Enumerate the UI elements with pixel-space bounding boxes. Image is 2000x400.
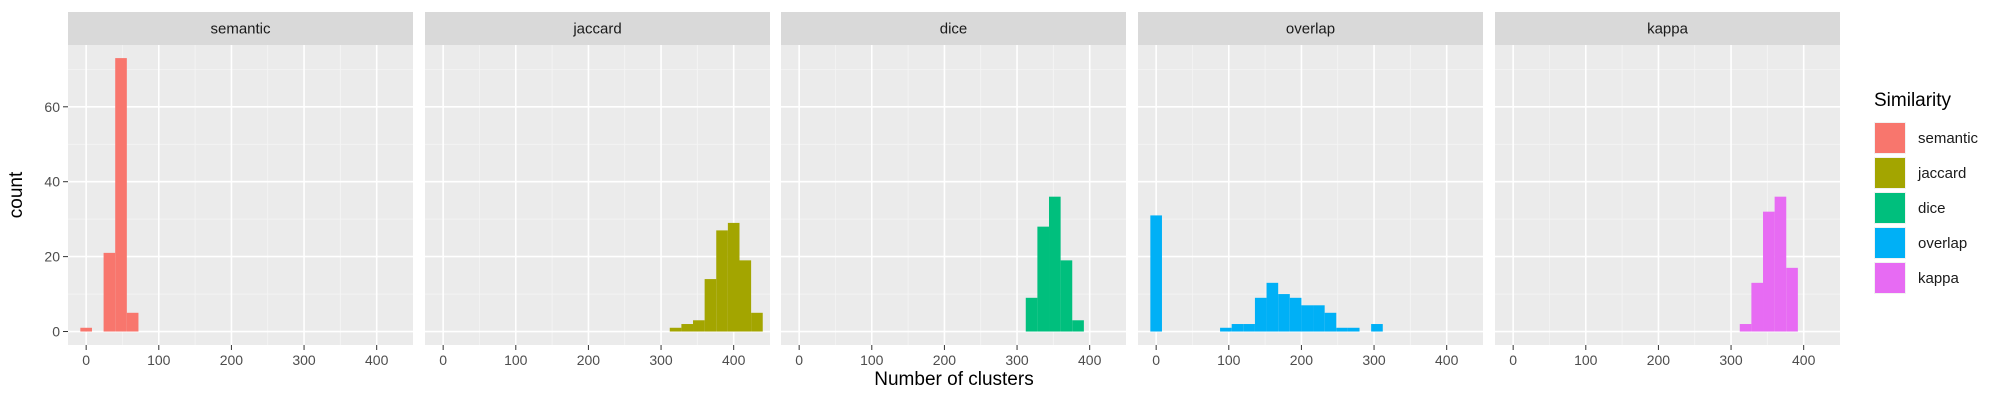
histogram-bar	[1049, 196, 1061, 332]
x-tick-label: 400	[1078, 352, 1102, 368]
histogram-bar	[1037, 226, 1050, 332]
x-tick-label: 0	[1152, 352, 1160, 368]
x-tick-label: 300	[1005, 352, 1029, 368]
histogram-bar	[1751, 282, 1764, 332]
histogram-bar	[727, 222, 740, 332]
x-tick-label: 300	[649, 352, 673, 368]
facet-strip	[781, 12, 1126, 45]
histogram-bar	[1347, 327, 1360, 332]
panel-overlap: overlap 0 100 200 300 400	[1138, 12, 1483, 368]
x-tick-label: 200	[577, 352, 601, 368]
panel-background	[1138, 45, 1483, 345]
facet-strip-label: overlap	[1286, 21, 1335, 38]
histogram-bar	[1324, 312, 1337, 332]
histogram-bar	[103, 252, 116, 332]
x-axis-title: Number of clusters	[874, 369, 1033, 390]
x-tick-label: 200	[1647, 352, 1671, 368]
histogram-bar	[1289, 297, 1302, 332]
x-tick-label: 100	[1217, 352, 1241, 368]
panel-dice: dice 0 100 200 300 400	[781, 12, 1126, 368]
histogram-bar	[1254, 297, 1267, 332]
histogram-bar	[669, 327, 682, 332]
x-tick-label: 0	[82, 352, 90, 368]
histogram-bar	[1220, 327, 1232, 332]
histogram-bar	[1072, 320, 1084, 332]
histogram-bar	[1278, 294, 1290, 332]
panel-kappa: kappa 0 100 200 300 400	[1495, 12, 1840, 368]
x-tick-label: 300	[1362, 352, 1386, 368]
histogram-bar	[1150, 215, 1162, 332]
histogram-bar	[80, 327, 92, 332]
legend-swatch	[1875, 158, 1905, 188]
x-tick-label: 400	[365, 352, 389, 368]
histogram-bar	[1301, 305, 1314, 332]
facet-strip-label: semantic	[210, 21, 271, 38]
legend-label: dice	[1918, 200, 1946, 217]
legend-label: semantic	[1918, 130, 1979, 147]
x-tick-label: 100	[1574, 352, 1598, 368]
histogram-bar	[716, 230, 728, 332]
facet-strip	[1138, 12, 1483, 45]
y-tick-label: 0	[52, 324, 60, 340]
x-tick-label: 200	[1290, 352, 1314, 368]
x-tick-label: 0	[1509, 352, 1517, 368]
histogram-bar	[1763, 211, 1775, 332]
x-tick-label: 400	[1435, 352, 1459, 368]
histogram-bar	[1060, 260, 1073, 332]
legend-label: jaccard	[1917, 165, 1966, 182]
histogram-bar	[115, 58, 127, 332]
histogram-bar	[126, 312, 139, 332]
histogram-bar	[739, 260, 752, 332]
x-tick-label: 0	[439, 352, 447, 368]
histogram-bar	[704, 279, 717, 332]
histogram-bar	[1025, 297, 1038, 332]
legend-swatch	[1875, 193, 1905, 223]
histogram-bar	[1336, 327, 1348, 332]
axes-layer: 0 20 40 60	[44, 99, 68, 340]
histogram-bar	[1739, 324, 1752, 332]
histogram-bar	[693, 320, 705, 332]
facet-strip	[68, 12, 413, 45]
histogram-bar	[1266, 282, 1279, 332]
facet-strip-label: kappa	[1647, 21, 1689, 38]
x-tick-label: 300	[1719, 352, 1743, 368]
histogram-bar	[1243, 324, 1255, 332]
legend-label: kappa	[1918, 270, 1960, 287]
histogram-bar	[681, 324, 694, 332]
y-tick-label: 40	[44, 174, 60, 190]
x-tick-label: 100	[504, 352, 528, 368]
x-tick-label: 100	[147, 352, 171, 368]
y-tick-label: 60	[44, 99, 60, 115]
histogram-bar	[751, 312, 763, 332]
x-tick-label: 200	[933, 352, 957, 368]
facet-strip	[425, 12, 770, 45]
legend-swatch	[1875, 123, 1905, 153]
histogram-bar	[1371, 324, 1383, 332]
facet-strip-label: dice	[940, 21, 968, 38]
histogram-bar	[1774, 196, 1787, 332]
panel-background	[781, 45, 1126, 345]
panel-semantic: semantic 0 100 200 300 400	[68, 12, 413, 368]
x-tick-label: 200	[220, 352, 244, 368]
legend-title: Similarity	[1874, 90, 1952, 111]
facet-strip	[1495, 12, 1840, 45]
x-tick-label: 400	[1792, 352, 1816, 368]
panel-jaccard: jaccard 0 100 200 300 400	[425, 12, 770, 368]
y-axis-title: count	[6, 171, 27, 218]
histogram-bar	[1231, 324, 1244, 332]
x-tick-label: 100	[860, 352, 884, 368]
y-tick-label: 20	[44, 249, 60, 265]
legend-swatch	[1875, 263, 1905, 293]
facet-strip-label: jaccard	[572, 21, 621, 38]
x-tick-label: 400	[722, 352, 746, 368]
legend: Similarity semantic jaccard dice overlap kap…	[1874, 90, 1979, 294]
x-tick-label: 300	[292, 352, 316, 368]
x-tick-label: 0	[795, 352, 803, 368]
legend-label: overlap	[1918, 235, 1967, 252]
legend-swatch	[1875, 228, 1905, 258]
panels-layer: semantic 0 100 200 300 400 jaccard 0 100 200 300 40…	[68, 12, 1840, 368]
histogram-bar	[1313, 305, 1325, 332]
histogram-bar	[1786, 267, 1798, 332]
